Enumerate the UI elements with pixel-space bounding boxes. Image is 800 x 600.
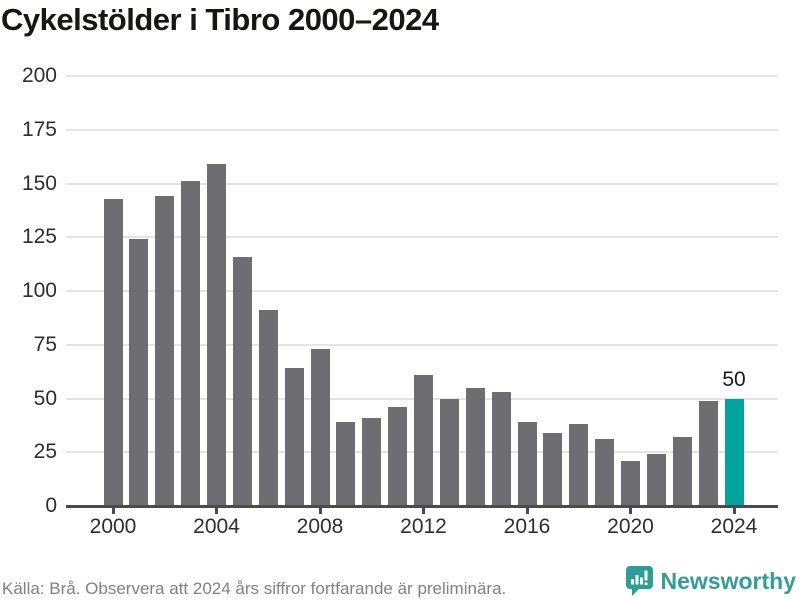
x-tick-2024 (732, 508, 736, 514)
x-tick-2004 (215, 508, 218, 514)
bar-2002 (155, 196, 175, 506)
x-tick-label-2024: 2024 (710, 515, 758, 538)
highlight-value-label: 50 (722, 368, 746, 391)
bar-2007 (284, 368, 304, 506)
bar-2014 (465, 387, 485, 506)
bar-2011 (388, 407, 408, 506)
bar-2004 (207, 164, 226, 506)
gridline-150 (66, 182, 778, 185)
y-tick-label-175: 175 (21, 117, 57, 141)
y-tick-label-100: 100 (21, 279, 57, 302)
gridline-100 (66, 290, 778, 292)
gridline-175 (66, 128, 778, 131)
bar-2013 (439, 398, 459, 506)
bar-2005 (232, 256, 252, 506)
newsworthy-logo: Newsworthy (625, 565, 796, 596)
bar-2003 (181, 181, 201, 506)
gridline-200 (66, 75, 778, 77)
y-tick-label-200: 200 (21, 64, 57, 87)
y-tick-label-0: 0 (45, 494, 57, 517)
plot-area (66, 75, 778, 506)
bar-2000 (103, 198, 123, 506)
bar-2022 (672, 437, 692, 506)
bar-2019 (595, 439, 615, 506)
x-tick-2020 (629, 508, 632, 514)
x-axis-line (66, 505, 778, 508)
bar-2023 (698, 400, 718, 506)
y-tick-label-25: 25 (33, 440, 57, 464)
bar-2006 (258, 310, 278, 506)
bar-2008 (310, 349, 330, 506)
x-tick-2008 (318, 508, 322, 514)
x-tick-label-2004: 2004 (193, 515, 240, 538)
chart-title: Cykelstölder i Tibro 2000–2024 (1, 2, 439, 37)
bar-2016 (517, 422, 537, 506)
x-tick-label-2000: 2000 (89, 515, 137, 538)
bar-2010 (362, 417, 382, 506)
source-text: Källa: Brå. Observera att 2024 års siffr… (2, 579, 507, 598)
bar-2009 (336, 422, 356, 506)
bar-2024 (724, 398, 744, 506)
x-tick-label-2012: 2012 (400, 515, 447, 538)
bar-2018 (569, 424, 589, 506)
y-tick-label-75: 75 (33, 332, 57, 356)
bar-2015 (491, 392, 511, 506)
x-tick-label-2016: 2016 (503, 515, 551, 538)
bar-2017 (543, 432, 563, 506)
gridline-75 (66, 343, 778, 346)
gridline-125 (66, 236, 778, 239)
y-tick-label-50: 50 (33, 386, 57, 410)
x-tick-2012 (422, 508, 425, 514)
x-tick-2016 (525, 508, 529, 514)
y-tick-label-150: 150 (21, 171, 57, 195)
y-tick-label-125: 125 (21, 225, 57, 249)
x-tick-label-2008: 2008 (296, 515, 344, 538)
bar-2012 (414, 374, 433, 506)
newsworthy-icon (625, 566, 653, 596)
bar-2020 (621, 460, 640, 506)
x-tick-label-2020: 2020 (607, 515, 654, 538)
x-tick-2000 (111, 508, 115, 514)
bar-2001 (129, 239, 149, 506)
newsworthy-wordmark: Newsworthy (660, 567, 796, 594)
bar-2021 (646, 454, 666, 506)
